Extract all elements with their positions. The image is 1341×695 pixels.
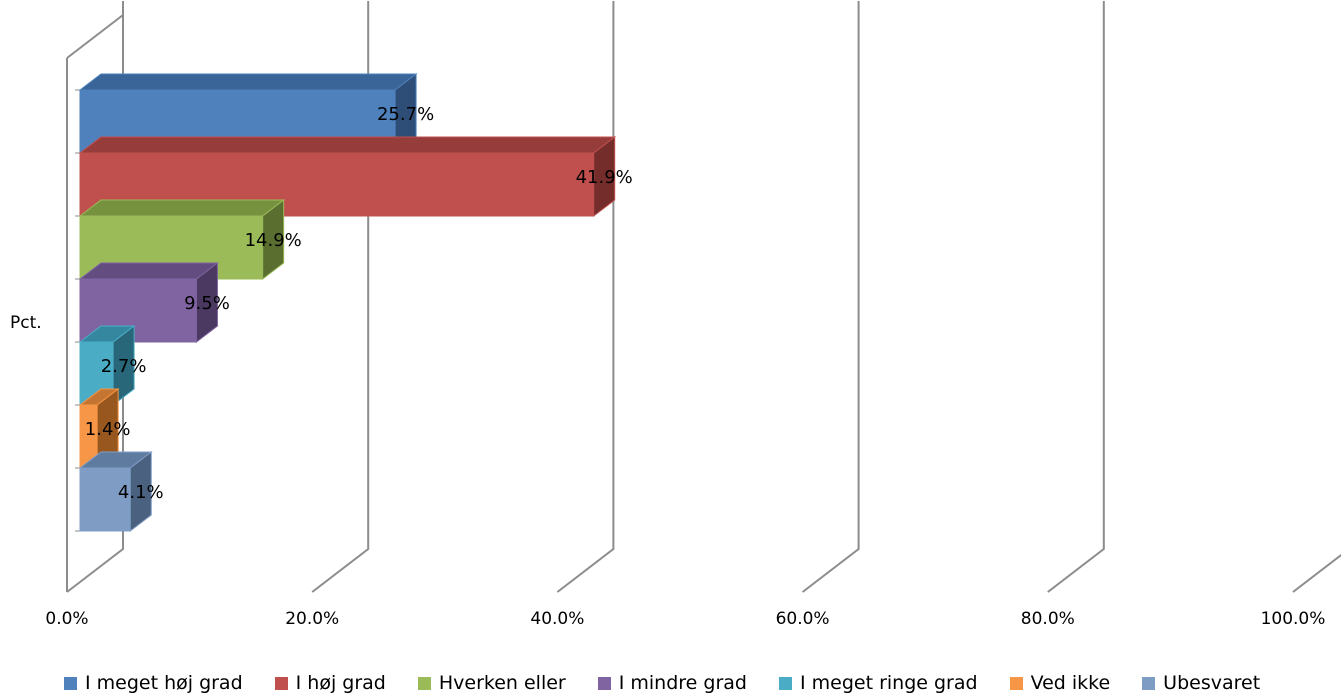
chart: 25.7% 41.9% 14.9% 9.5% 2.7% 1.4% 4.1% 0.0% 20.0… [45,1,1341,629]
legend-swatch [274,676,288,690]
legend-item: Ved ikke [1009,672,1111,694]
legend-label: I høj grad [295,672,386,694]
bar [78,261,219,344]
bar-side-face [112,324,135,407]
legend-item: I mindre grad [597,672,747,694]
legend: I meget høj grad I høj grad Hverken eller I… [64,671,1260,695]
bars [78,72,617,533]
bar-side-face [129,450,152,533]
bar [78,450,153,533]
y-axis-category-label: Pct. [10,313,42,333]
x-tick-label: 0.0% [45,609,88,629]
legend-item: I meget høj grad [64,672,243,694]
legend-swatch [597,676,611,690]
bar-side-face [262,198,285,281]
legend-swatch [1009,676,1023,690]
legend-swatch [64,676,77,690]
gridline [556,1,615,593]
x-tick-label: 40.0% [530,609,584,629]
data-labels: 25.7% 41.9% 14.9% 9.5% 2.7% 1.4% 4.1% [85,104,633,503]
x-tick-label: 60.0% [776,609,830,629]
legend-label: I mindre grad [618,672,747,694]
legend-label: Ubesvaret [1163,672,1261,694]
legend-label: I meget høj grad [85,672,243,694]
data-label: 25.7% [377,104,434,125]
gridline [1047,1,1105,593]
data-label: 41.9% [576,167,633,188]
legend-item: Ubesvaret [1142,672,1260,694]
legend-item: I meget ringe grad [778,672,978,694]
x-axis-ticks: 0.0% 20.0% 40.0% 60.0% 80.0% 100.0% [45,609,1325,629]
data-label: 4.1% [118,482,164,503]
bar-side-face [195,261,218,344]
legend-item: I høj grad [274,672,386,694]
legend-swatch [1142,676,1156,690]
bar-top-face [78,136,617,154]
gridline [1292,553,1341,593]
bar [78,387,120,470]
legend-item: Hverken eller [417,672,566,694]
data-label: 1.4% [85,419,131,440]
legend-swatch [417,676,431,690]
x-tick-label: 100.0% [1261,609,1326,629]
legend-swatch [778,676,792,690]
bar-side-face [593,135,616,218]
data-label: 9.5% [184,293,230,314]
data-label: 14.9% [245,230,302,251]
legend-label: Hverken eller [438,672,566,694]
legend-label: Ved ikke [1030,672,1111,694]
bar-top-face [78,262,219,280]
legend-label: I meget ringe grad [799,672,978,694]
x-tick-label: 80.0% [1021,609,1075,629]
bar-top-face [78,199,286,217]
left-wall-top-edge [66,14,124,59]
x-tick-label: 20.0% [285,609,339,629]
data-label: 2.7% [101,356,147,377]
bar-top-face [78,73,418,91]
bar-front-face [79,467,131,532]
gridline [801,1,860,593]
